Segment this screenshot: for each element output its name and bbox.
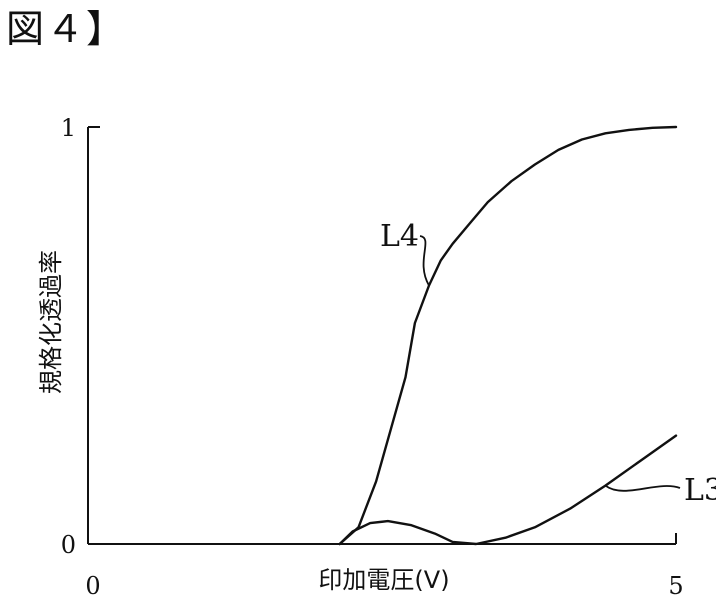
leader-line-l4 [420,236,429,286]
y-tick-label-0: 0 [61,531,76,559]
y-tick-label-1: 1 [61,114,76,142]
series-labels: L4 L3 [380,219,716,508]
series-label-l4: L4 [380,219,419,254]
axes [88,127,676,544]
x-tick-label-5: 5 [668,572,683,596]
curves [340,127,676,544]
series-line-l3 [340,436,676,544]
x-tick-label-0: 0 [85,572,100,596]
x-axis-title: 印加電圧(V) [318,566,449,594]
leader-line-l3 [605,486,680,491]
series-label-l3: L3 [684,473,716,508]
y-axis-title: 規格化透過率 [37,250,65,394]
series-line-l4 [340,127,676,544]
